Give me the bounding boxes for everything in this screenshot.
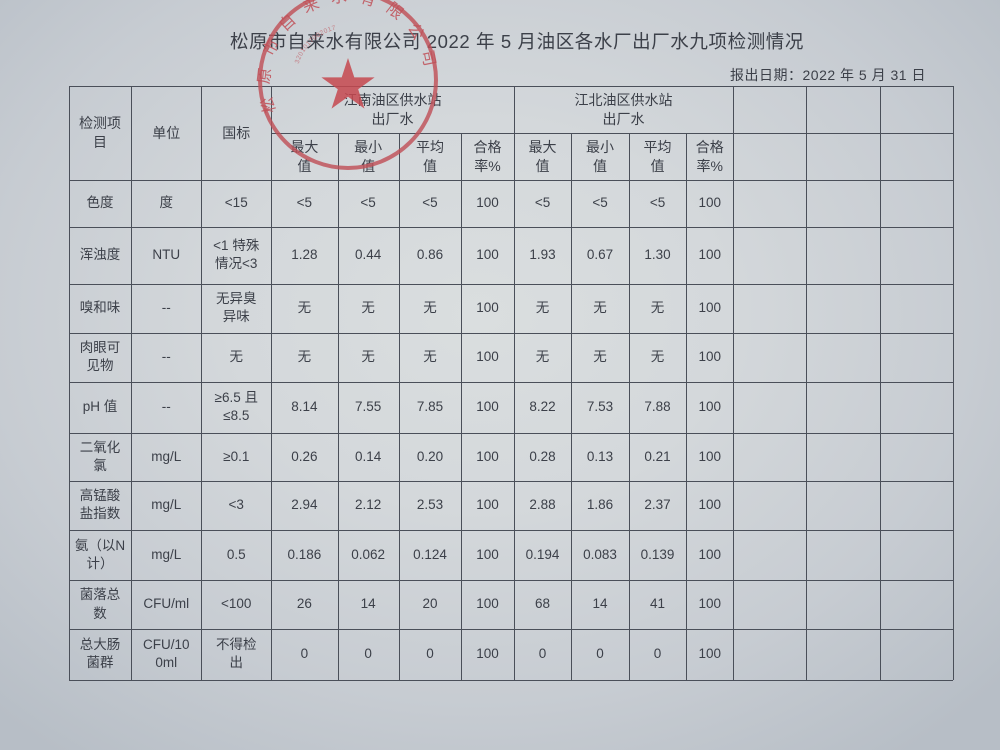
svg-text:3201017002017: 3201017002017 [294,24,337,64]
svg-text:松原市自来水有限公司: 松原市自来水有限公司 [255,0,440,115]
